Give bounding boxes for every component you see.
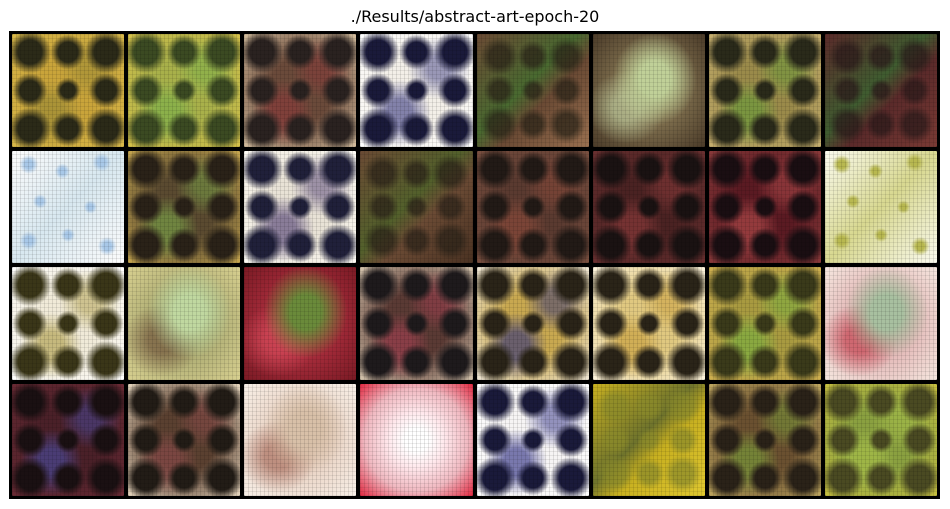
generated-image-tile [360,383,473,496]
generated-image-tile [592,34,705,147]
image-grid [12,34,937,496]
generated-image-tile [244,383,357,496]
generated-image-tile [824,267,937,380]
generated-image-tile [824,34,937,147]
generated-image-tile [476,267,589,380]
generated-image-tile [592,267,705,380]
generated-image-tile [12,34,125,147]
generated-image-tile [360,150,473,263]
image-grid-frame [9,31,940,499]
generated-image-tile [360,267,473,380]
generated-image-tile [708,267,821,380]
generated-image-tile [824,383,937,496]
generated-image-tile [244,34,357,147]
generated-image-tile [128,34,241,147]
generated-image-tile [708,150,821,263]
generated-image-tile [592,150,705,263]
generated-image-tile [12,267,125,380]
generated-image-tile [12,150,125,263]
generated-image-tile [708,383,821,496]
generated-image-tile [128,267,241,380]
generated-image-tile [128,383,241,496]
generated-image-tile [244,150,357,263]
generated-image-tile [708,34,821,147]
figure-title: ./Results/abstract-art-epoch-20 [350,7,600,26]
generated-image-tile [244,267,357,380]
generated-image-tile [12,383,125,496]
generated-image-tile [360,34,473,147]
generated-image-tile [476,150,589,263]
generated-image-tile [592,383,705,496]
generated-image-tile [476,383,589,496]
generated-image-tile [128,150,241,263]
generated-image-tile [476,34,589,147]
generated-image-tile [824,150,937,263]
